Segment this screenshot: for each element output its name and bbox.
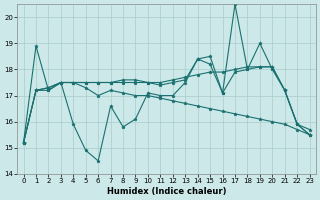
X-axis label: Humidex (Indice chaleur): Humidex (Indice chaleur) (107, 187, 226, 196)
